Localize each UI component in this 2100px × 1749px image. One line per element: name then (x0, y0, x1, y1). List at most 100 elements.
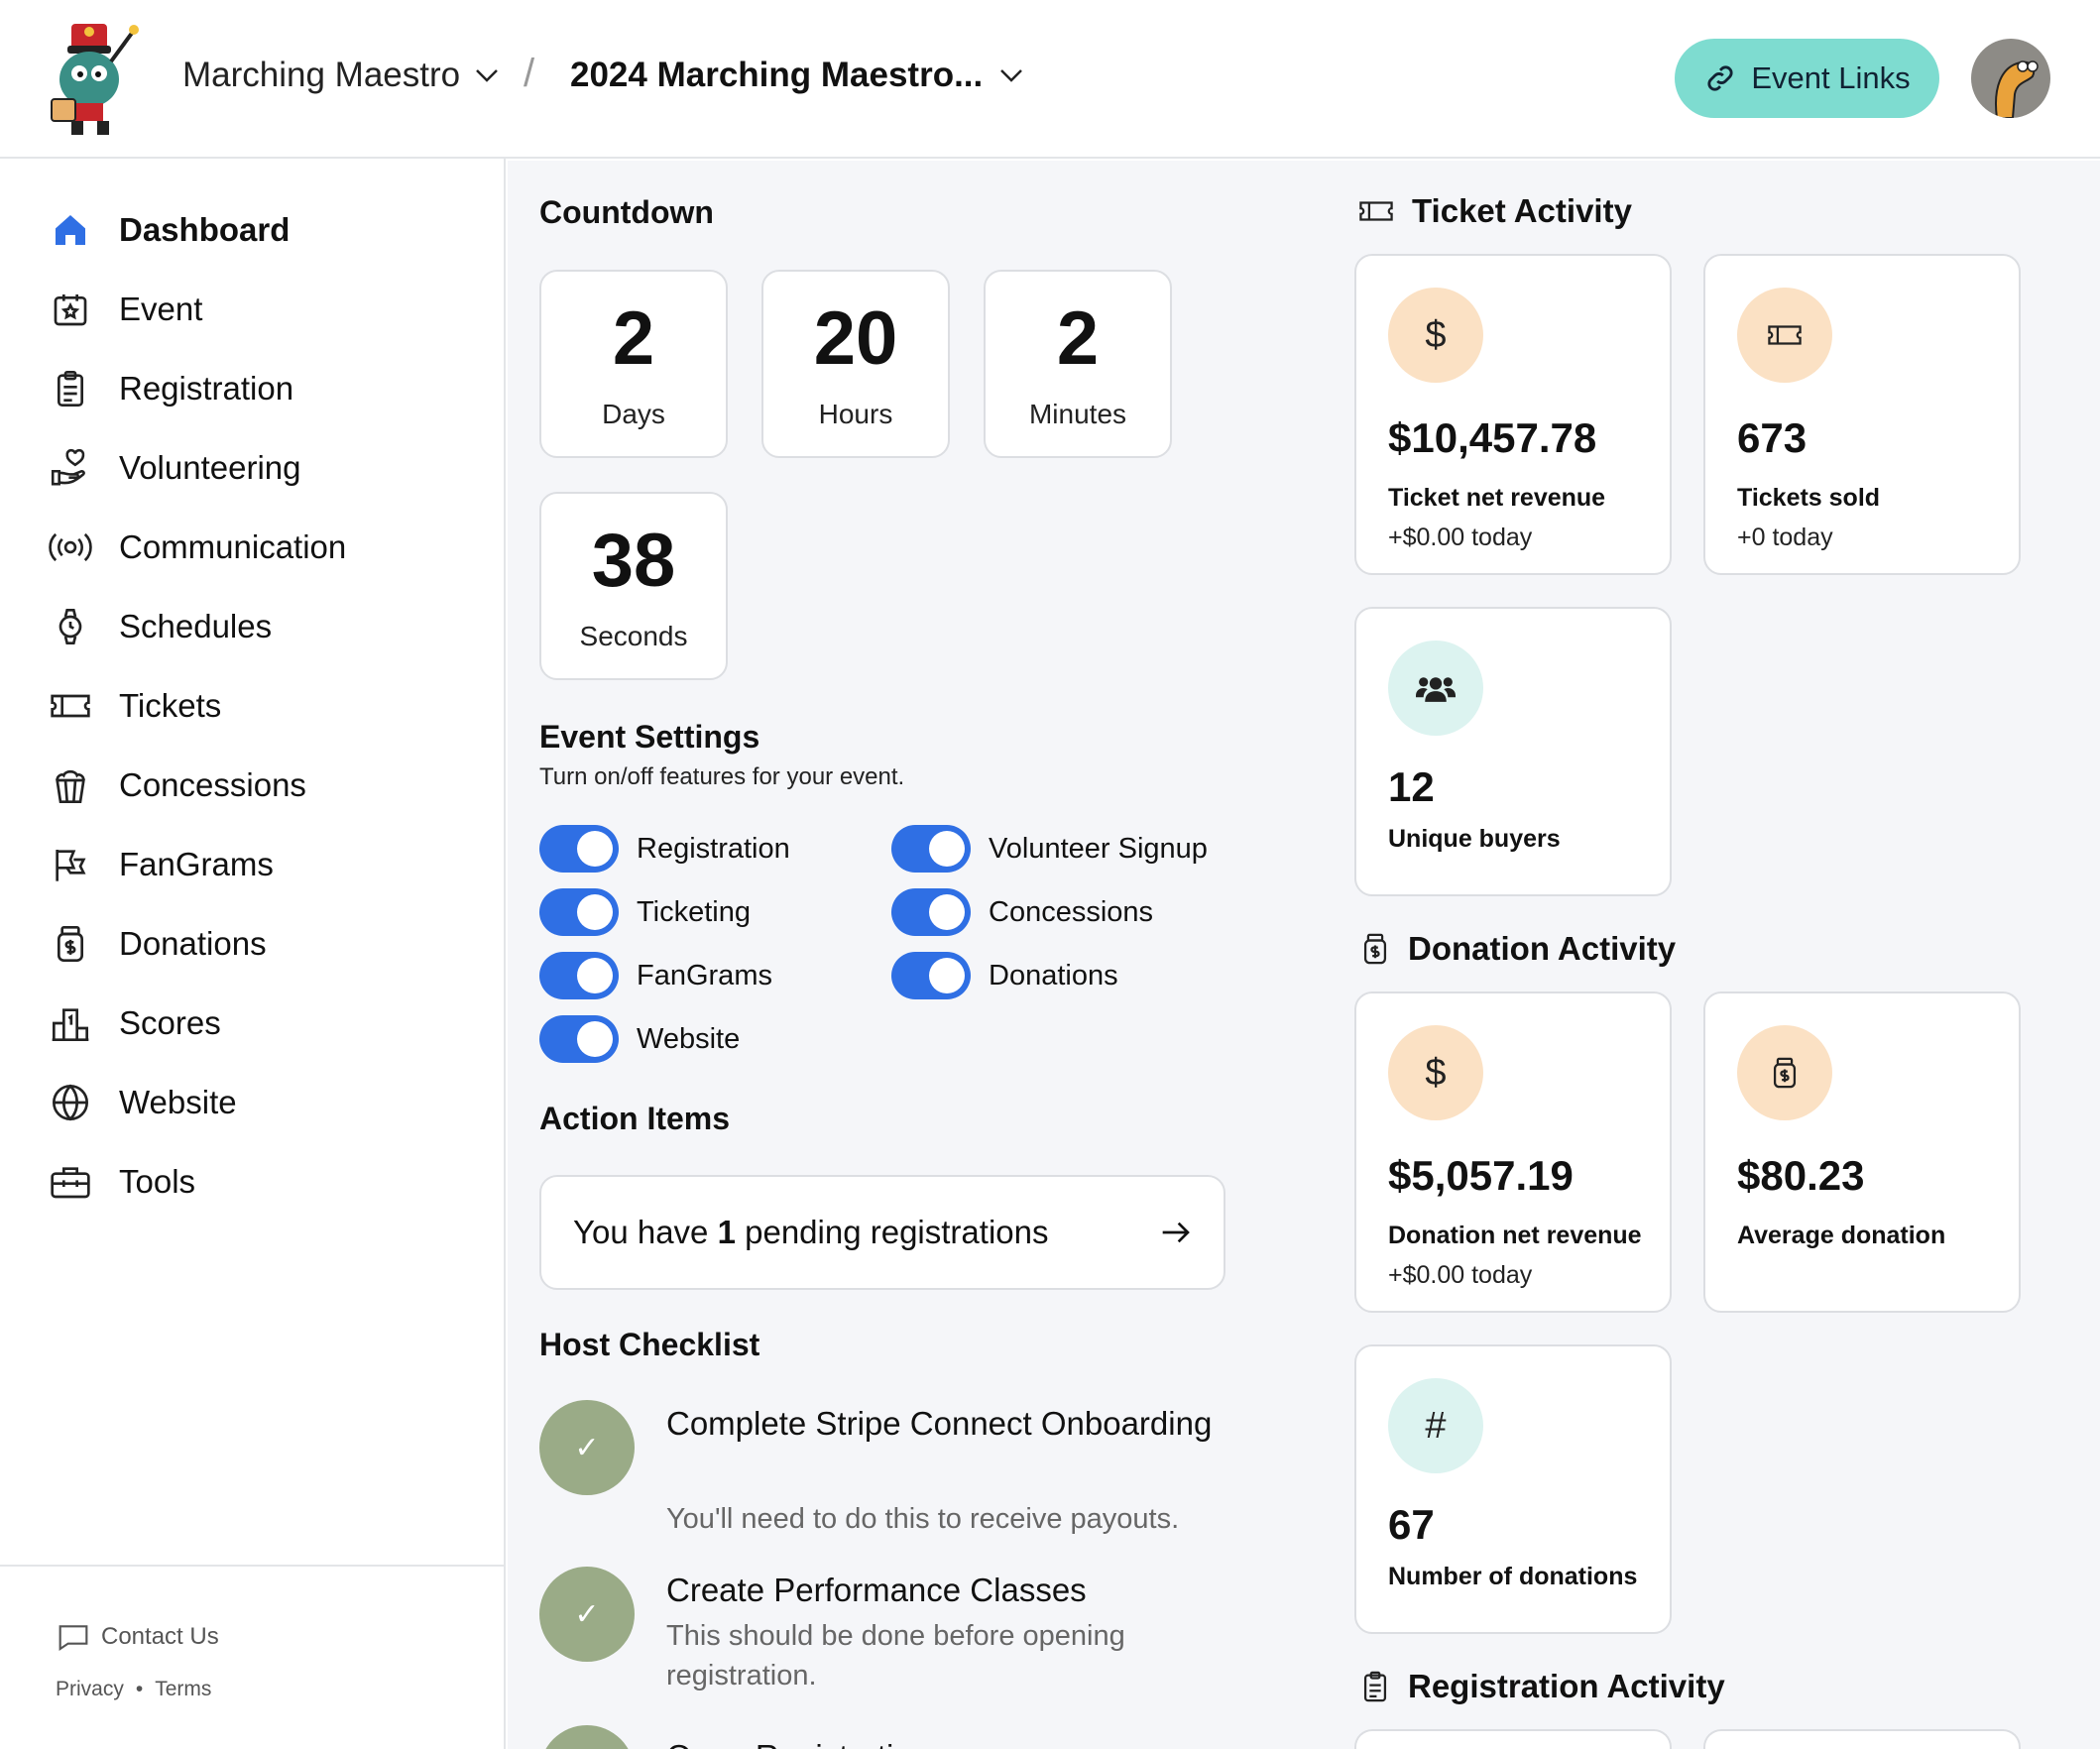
legal-links: Privacy • Terms (56, 1678, 211, 1701)
arrow-right-icon (1162, 1222, 1190, 1243)
dollar-icon: $ (1388, 288, 1483, 383)
sidebar-item-tools[interactable]: Tools (48, 1152, 195, 1212)
hand-heart-icon (48, 445, 93, 491)
event-links-button[interactable]: Event Links (1675, 39, 1939, 118)
link-icon (1707, 65, 1733, 91)
toggle-volunteer-signup[interactable]: Volunteer Signup (891, 825, 1208, 873)
org-name: Marching Maestro (182, 56, 461, 94)
broadcast-icon (48, 525, 93, 570)
watch-icon (48, 604, 93, 649)
popcorn-icon (48, 762, 93, 808)
countdown-seconds-label: Seconds (579, 621, 688, 651)
toggle-switch[interactable] (539, 888, 619, 936)
countdown-seconds: 38 Seconds (539, 492, 728, 680)
host-checklist-title: Host Checklist (539, 1327, 760, 1362)
checklist-item[interactable]: Open Registration (539, 1725, 1233, 1749)
checklist-item-desc: This should be done before opening regis… (666, 1620, 1125, 1691)
toggle-switch[interactable] (891, 825, 971, 873)
toggle-label: Registration (637, 832, 790, 865)
sidebar-item-communication[interactable]: Communication (48, 518, 346, 577)
checklist-item[interactable]: ✓ Complete Stripe Connect Onboarding You… (539, 1400, 1233, 1539)
sidebar-item-label: Registration (119, 370, 294, 407)
sidebar-item-label: Website (119, 1084, 237, 1120)
donation-activity-label: Donation Activity (1408, 930, 1677, 967)
terms-link[interactable]: Terms (155, 1678, 212, 1700)
toggle-switch[interactable] (539, 825, 619, 873)
calendar-star-icon (48, 287, 93, 332)
countdown-title: Countdown (539, 194, 714, 230)
donation-revenue-value: $5,057.19 (1388, 1152, 1574, 1199)
countdown-days-value: 2 (612, 296, 655, 381)
average-donation-value: $80.23 (1737, 1152, 1865, 1199)
tickets-sold-card: 673 Tickets sold +0 today (1703, 254, 2021, 575)
toggle-donations[interactable]: Donations (891, 952, 1118, 999)
sidebar-item-fangrams[interactable]: FanGrams (48, 835, 274, 894)
event-name: 2024 Marching Maestro... (570, 56, 984, 94)
countdown-seconds-value: 38 (591, 519, 676, 603)
sidebar-item-scores[interactable]: Scores (48, 993, 221, 1053)
sidebar-item-tickets[interactable]: Tickets (48, 676, 221, 736)
toggle-website[interactable]: Website (539, 1015, 740, 1063)
breadcrumb-separator: / (524, 52, 535, 95)
donation-revenue-label: Donation net revenue (1388, 1222, 1642, 1249)
action-items-title: Action Items (539, 1101, 731, 1136)
ticket-activity-title: Ticket Activity (1356, 192, 1632, 230)
sidebar-item-donations[interactable]: Donations (48, 914, 267, 974)
ticket-revenue-delta: +$0.00 today (1388, 524, 1533, 551)
checklist-item[interactable]: ✓ Create Performance Classes This should… (539, 1567, 1233, 1705)
countdown-hours-value: 20 (813, 296, 898, 381)
registration-card (1354, 1729, 1672, 1749)
pending-prefix: You have (573, 1214, 718, 1250)
countdown-days-label: Days (602, 399, 665, 429)
pending-registrations-card[interactable]: You have 1 pending registrations (539, 1175, 1225, 1290)
sidebar-item-label: Dashboard (119, 211, 291, 248)
podium-icon (48, 1000, 93, 1046)
sidebar-item-label: Communication (119, 528, 347, 565)
contact-us-link[interactable]: Contact Us (58, 1622, 219, 1652)
average-donation-label: Average donation (1737, 1222, 1946, 1249)
donation-jar-icon (48, 921, 93, 967)
toggle-switch[interactable] (891, 952, 971, 999)
home-icon (48, 207, 93, 253)
sidebar-item-volunteering[interactable]: Volunteering (48, 438, 300, 498)
avatar-illustration (1995, 60, 2039, 118)
countdown-minutes: 2 Minutes (984, 270, 1172, 458)
toggle-switch[interactable] (539, 1015, 619, 1063)
toggle-switch[interactable] (891, 888, 971, 936)
org-selector[interactable]: Marching Maestro (182, 56, 500, 95)
sidebar-item-label: Event (119, 291, 203, 327)
sidebar-item-website[interactable]: Website (48, 1073, 237, 1132)
users-icon (1388, 641, 1483, 736)
tickets-sold-delta: +0 today (1737, 524, 1833, 551)
chat-bubble-icon (58, 1625, 88, 1651)
sidebar-item-schedules[interactable]: Schedules (48, 597, 272, 656)
sidebar-item-registration[interactable]: Registration (48, 359, 293, 418)
marching-maestro-logo[interactable] (42, 22, 141, 137)
sidebar-item-event[interactable]: Event (48, 280, 202, 339)
checklist-item-title: Complete Stripe Connect Onboarding (666, 1405, 1213, 1442)
legal-separator: • (135, 1678, 144, 1700)
toolbox-icon (48, 1159, 93, 1205)
toggle-concessions[interactable]: Concessions (891, 888, 1153, 936)
ticket-revenue-label: Ticket net revenue (1388, 484, 1606, 512)
globe-icon (48, 1080, 93, 1125)
donation-count-label: Number of donations (1388, 1563, 1638, 1590)
donation-jar-icon (1737, 1025, 1832, 1120)
sidebar-item-label: Tickets (119, 687, 222, 724)
sidebar-item-label: Schedules (119, 608, 273, 644)
sidebar-item-concessions[interactable]: Concessions (48, 756, 306, 815)
donation-revenue-card: $ $5,057.19 Donation net revenue +$0.00 … (1354, 991, 1672, 1313)
toggle-ticketing[interactable]: Ticketing (539, 888, 751, 936)
toggle-switch[interactable] (539, 952, 619, 999)
privacy-link[interactable]: Privacy (56, 1678, 124, 1700)
sidebar-item-label: FanGrams (119, 846, 274, 882)
sidebar-item-label: Volunteering (119, 449, 301, 486)
pending-suffix: pending registrations (735, 1214, 1049, 1250)
user-avatar[interactable] (1971, 39, 2050, 118)
event-selector[interactable]: 2024 Marching Maestro... (570, 56, 1024, 95)
sidebar-item-dashboard[interactable]: Dashboard (48, 200, 290, 260)
toggle-label: FanGrams (637, 959, 772, 991)
toggle-registration[interactable]: Registration (539, 825, 790, 873)
toggle-fangrams[interactable]: FanGrams (539, 952, 772, 999)
chevron-down-icon (476, 69, 498, 82)
